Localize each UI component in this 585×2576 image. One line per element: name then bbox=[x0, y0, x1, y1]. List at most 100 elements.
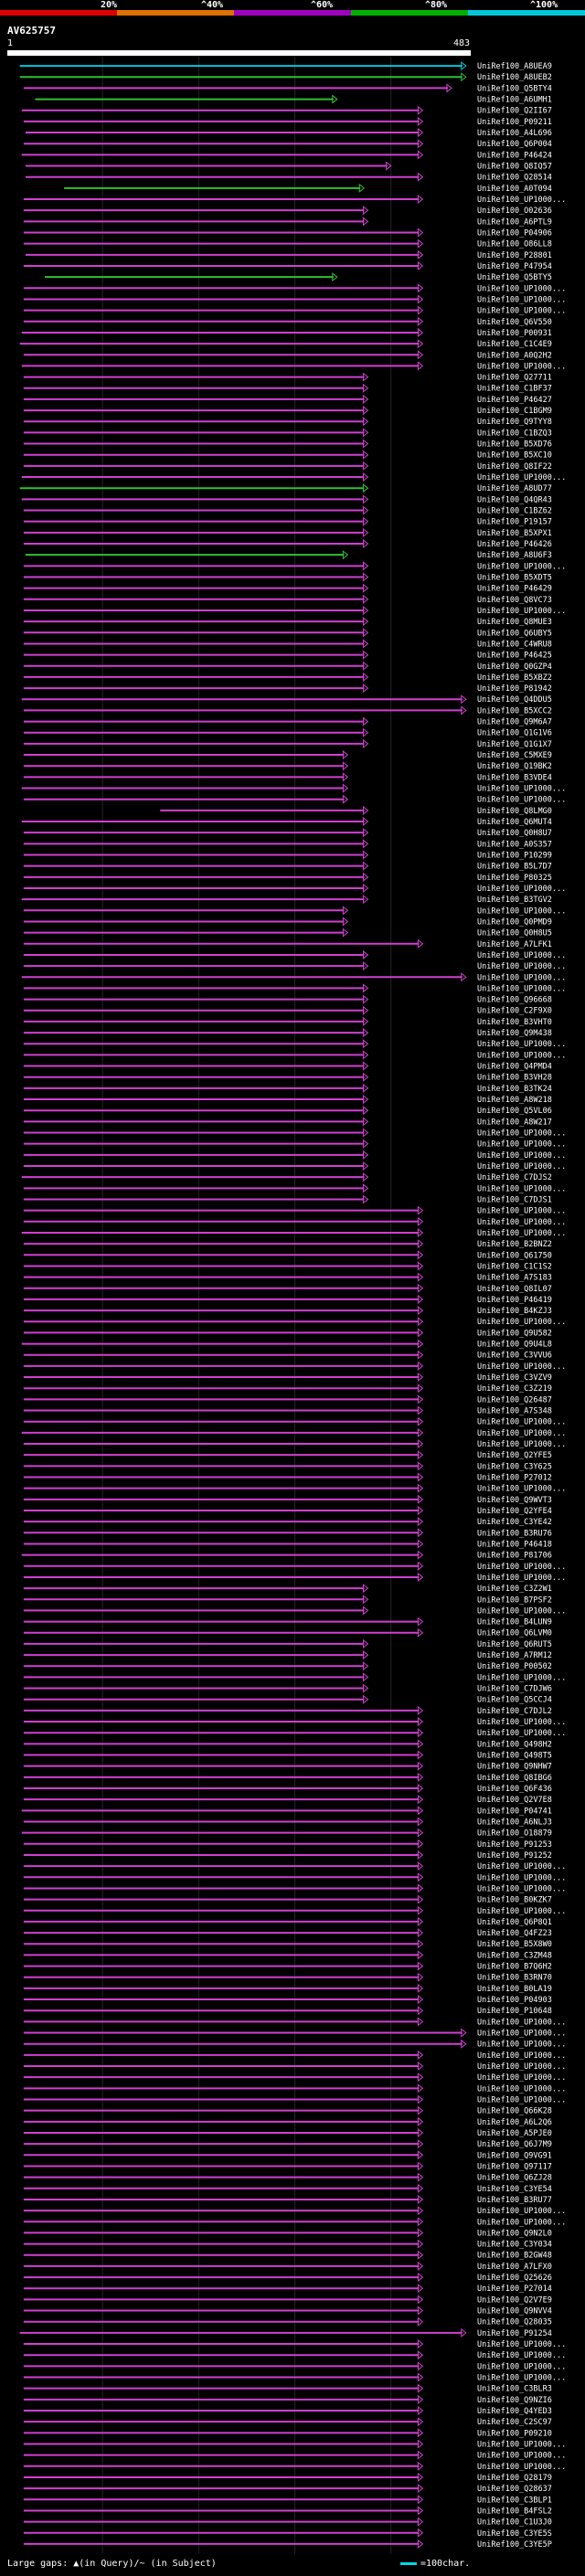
hit-label[interactable]: UniRef100_B5XD76 bbox=[477, 440, 552, 450]
hit-label[interactable]: UniRef100_B3TK24 bbox=[477, 1085, 552, 1094]
hit-label[interactable]: UniRef100_B3VDE4 bbox=[477, 773, 552, 782]
hit-label[interactable]: UniRef100_P04741 bbox=[477, 1807, 552, 1816]
hit-label[interactable]: UniRef100_UP1000... bbox=[477, 1485, 566, 1494]
hit-label[interactable]: UniRef100_A6NLJ3 bbox=[477, 1818, 552, 1827]
hit-label[interactable]: UniRef100_B7PSF2 bbox=[477, 1595, 552, 1605]
hit-label[interactable]: UniRef100_UP1000... bbox=[477, 1862, 566, 1871]
hit-label[interactable]: UniRef100_B3RU76 bbox=[477, 1529, 552, 1538]
hit-label[interactable]: UniRef100_Q2V7E9 bbox=[477, 2295, 552, 2305]
hit-label[interactable]: UniRef100_P00502 bbox=[477, 1662, 552, 1671]
hit-label[interactable]: UniRef100_P09211 bbox=[477, 118, 552, 127]
hit-label[interactable]: UniRef100_B3RN70 bbox=[477, 1974, 552, 1983]
hit-label[interactable]: UniRef100_Q5BTY5 bbox=[477, 273, 552, 282]
hit-label[interactable]: UniRef100_Q6V550 bbox=[477, 318, 552, 327]
hit-label[interactable]: UniRef100_UP1000... bbox=[477, 973, 566, 982]
hit-label[interactable]: UniRef100_Q66K28 bbox=[477, 2107, 552, 2116]
hit-label[interactable]: UniRef100_A5PJE0 bbox=[477, 2129, 552, 2138]
hit-label[interactable]: UniRef100_C3Y034 bbox=[477, 2241, 552, 2250]
hit-label[interactable]: UniRef100_B3VH28 bbox=[477, 1074, 552, 1083]
hit-label[interactable]: UniRef100_Q27711 bbox=[477, 374, 552, 383]
hit-label[interactable]: UniRef100_Q96668 bbox=[477, 996, 552, 1005]
hit-label[interactable]: UniRef100_Q9VG91 bbox=[477, 2151, 552, 2160]
hit-label[interactable]: UniRef100_Q97117 bbox=[477, 2162, 552, 2171]
hit-label[interactable]: UniRef100_A6L2Q6 bbox=[477, 2118, 552, 2127]
hit-label[interactable]: UniRef100_UP1000... bbox=[477, 984, 566, 993]
hit-label[interactable]: UniRef100_C3YE54 bbox=[477, 2185, 552, 2194]
hit-label[interactable]: UniRef100_UP1000... bbox=[477, 2073, 566, 2083]
hit-label[interactable]: UniRef100_C1C4E9 bbox=[477, 340, 552, 349]
hit-label[interactable]: UniRef100_A7RM12 bbox=[477, 1651, 552, 1660]
hit-label[interactable]: UniRef100_UP1000... bbox=[477, 1040, 566, 1049]
hit-label[interactable]: UniRef100_C3Z2W1 bbox=[477, 1585, 552, 1594]
hit-label[interactable]: UniRef100_UP1000... bbox=[477, 1429, 566, 1438]
hit-label[interactable]: UniRef100_P10648 bbox=[477, 2007, 552, 2016]
hit-label[interactable]: UniRef100_B2GW48 bbox=[477, 2252, 552, 2261]
hit-label[interactable]: UniRef100_A8W217 bbox=[477, 1118, 552, 1127]
hit-label[interactable]: UniRef100_B5L7D7 bbox=[477, 863, 552, 872]
hit-label[interactable]: UniRef100_P81942 bbox=[477, 684, 552, 694]
hit-label[interactable]: UniRef100_C3YE5S bbox=[477, 2529, 552, 2539]
hit-label[interactable]: UniRef100_Q1G1V6 bbox=[477, 729, 552, 738]
hit-label[interactable]: UniRef100_Q9NVV4 bbox=[477, 2307, 552, 2316]
hit-label[interactable]: UniRef100_Q28035 bbox=[477, 2318, 552, 2327]
hit-label[interactable]: UniRef100_P27012 bbox=[477, 1473, 552, 1482]
hit-label[interactable]: UniRef100_A8UEB2 bbox=[477, 73, 552, 82]
hit-label[interactable]: UniRef100_P28801 bbox=[477, 251, 552, 260]
hit-label[interactable]: UniRef100_UP1000... bbox=[477, 2374, 566, 2383]
hit-label[interactable]: UniRef100_A8UD77 bbox=[477, 484, 552, 493]
hit-label[interactable]: UniRef100_UP1000... bbox=[477, 362, 566, 371]
hit-label[interactable]: UniRef100_UP1000... bbox=[477, 1218, 566, 1227]
hit-label[interactable]: UniRef100_UP1000... bbox=[477, 2095, 566, 2104]
hit-label[interactable]: UniRef100_UP1000... bbox=[477, 1129, 566, 1139]
hit-label[interactable]: UniRef100_B5X8W0 bbox=[477, 1940, 552, 1949]
hit-label[interactable]: UniRef100_C2F9X0 bbox=[477, 1007, 552, 1016]
hit-label[interactable]: UniRef100_B4KZJ3 bbox=[477, 1307, 552, 1316]
hit-label[interactable]: UniRef100_Q5CCJ4 bbox=[477, 1696, 552, 1705]
hit-label[interactable]: UniRef100_C1C1S2 bbox=[477, 1262, 552, 1271]
hit-label[interactable]: UniRef100_UP1000... bbox=[477, 2351, 566, 2360]
hit-label[interactable]: UniRef100_C7DJS1 bbox=[477, 1195, 552, 1204]
hit-label[interactable]: UniRef100_UP1000... bbox=[477, 1884, 566, 1893]
hit-label[interactable]: UniRef100_UP1000... bbox=[477, 1207, 566, 1216]
hit-label[interactable]: UniRef100_UP1000... bbox=[477, 2207, 566, 2216]
hit-label[interactable]: UniRef100_C3VZV9 bbox=[477, 1373, 552, 1383]
hit-label[interactable]: UniRef100_B5XBZ2 bbox=[477, 673, 552, 683]
hit-label[interactable]: UniRef100_C1BGM9 bbox=[477, 407, 552, 416]
hit-label[interactable]: UniRef100_UP1000... bbox=[477, 2440, 566, 2449]
hit-label[interactable]: UniRef100_UP1000... bbox=[477, 1362, 566, 1372]
hit-label[interactable]: UniRef100_A0Q2H2 bbox=[477, 351, 552, 360]
hit-label[interactable]: UniRef100_UP1000... bbox=[477, 1162, 566, 1171]
hit-label[interactable]: UniRef100_B2BNZ2 bbox=[477, 1240, 552, 1249]
hit-label[interactable]: UniRef100_Q9WVT3 bbox=[477, 1496, 552, 1505]
hit-label[interactable]: UniRef100_UP1000... bbox=[477, 1229, 566, 1238]
hit-label[interactable]: UniRef100_Q9M6A7 bbox=[477, 718, 552, 727]
hit-label[interactable]: UniRef100_B3RU77 bbox=[477, 2196, 552, 2205]
hit-label[interactable]: UniRef100_UP1000... bbox=[477, 2051, 566, 2061]
hit-label[interactable]: UniRef100_C3YE5P bbox=[477, 2540, 552, 2549]
hit-label[interactable]: UniRef100_C3VVU6 bbox=[477, 1352, 552, 1361]
hit-label[interactable]: UniRef100_A6PTL9 bbox=[477, 217, 552, 227]
hit-label[interactable]: UniRef100_UP1000... bbox=[477, 2340, 566, 2349]
hit-label[interactable]: UniRef100_UP1000... bbox=[477, 1440, 566, 1449]
hit-label[interactable]: UniRef100_O02636 bbox=[477, 207, 552, 216]
hit-label[interactable]: UniRef100_UP1000... bbox=[477, 307, 566, 316]
hit-label[interactable]: UniRef100_UP1000... bbox=[477, 2084, 566, 2094]
hit-label[interactable]: UniRef100_UP1000... bbox=[477, 1418, 566, 1427]
hit-label[interactable]: UniRef100_UP1000... bbox=[477, 1184, 566, 1193]
hit-label[interactable]: UniRef100_Q8IF22 bbox=[477, 462, 552, 472]
hit-label[interactable]: UniRef100_UP1000... bbox=[477, 1151, 566, 1161]
hit-label[interactable]: UniRef100_Q6ZJ28 bbox=[477, 2174, 552, 2183]
hit-label[interactable]: UniRef100_A0T094 bbox=[477, 185, 552, 194]
hit-label[interactable]: UniRef100_Q6P004 bbox=[477, 140, 552, 149]
hit-label[interactable]: UniRef100_B5XPX1 bbox=[477, 529, 552, 538]
hit-label[interactable]: UniRef100_Q9N2L0 bbox=[477, 2229, 552, 2238]
hit-label[interactable]: UniRef100_B0KZK7 bbox=[477, 1896, 552, 1905]
hit-label[interactable]: UniRef100_UP1000... bbox=[477, 1606, 566, 1616]
hit-label[interactable]: UniRef100_P80325 bbox=[477, 874, 552, 883]
hit-label[interactable]: UniRef100_O86LL8 bbox=[477, 240, 552, 249]
hit-label[interactable]: UniRef100_C1BZ62 bbox=[477, 507, 552, 516]
hit-label[interactable]: UniRef100_UP1000... bbox=[477, 1673, 566, 1682]
hit-label[interactable]: UniRef100_B4FSL2 bbox=[477, 2507, 552, 2516]
hit-label[interactable]: UniRef100_Q5VL06 bbox=[477, 1107, 552, 1116]
hit-label[interactable]: UniRef100_P04903 bbox=[477, 1996, 552, 2005]
